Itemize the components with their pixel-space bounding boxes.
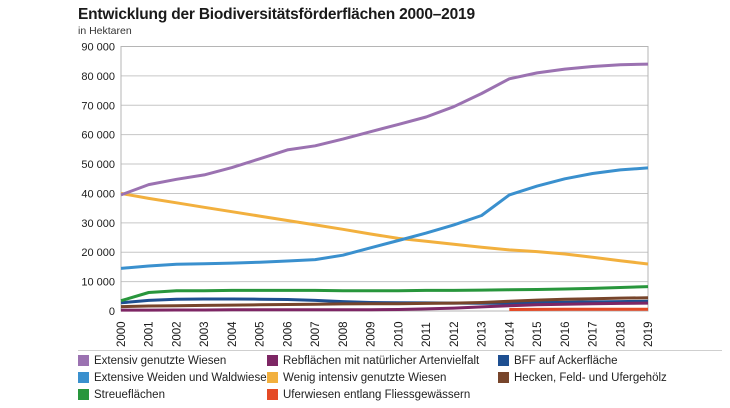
legend-item-ufer: Uferwiesen entlang Fliessgewässern	[267, 386, 479, 403]
chart-title: Entwicklung der Biodiversitätsförderfläc…	[78, 6, 475, 23]
x-tick-label: 2001	[144, 321, 156, 347]
series-line-extensiv	[120, 62, 649, 197]
x-tick-label: 2018	[615, 321, 627, 347]
legend-swatch-icon	[498, 355, 509, 366]
x-tick-label: 2014	[504, 321, 516, 347]
y-tick-label: 10 000	[81, 277, 115, 289]
x-tick-label: 2012	[449, 321, 461, 347]
y-tick-label: 30 000	[81, 218, 115, 230]
y-tick-label: 60 000	[81, 130, 115, 142]
series-line-weiden	[120, 166, 649, 270]
x-tick-label: 2010	[393, 321, 405, 347]
y-tick-label: 70 000	[81, 100, 115, 112]
legend-label: Hecken, Feld- und Ufergehölz	[514, 371, 667, 384]
x-tick-label: 2013	[477, 321, 489, 347]
legend-swatch-icon	[267, 372, 278, 383]
legend-label: Extensive Weiden und Waldwiesen	[94, 371, 273, 384]
x-tick-label: 2000	[116, 321, 128, 347]
x-tick-label: 2016	[560, 321, 572, 347]
x-tick-label: 2008	[338, 321, 350, 347]
x-tick-label: 2006	[282, 321, 294, 347]
chart-legend: Extensiv genutzte Wiesen Extensive Weiden…	[0, 352, 730, 408]
legend-column-3: BFF auf Ackerfläche Hecken, Feld- und Ufe…	[498, 352, 667, 386]
y-tick-label: 20 000	[81, 247, 115, 259]
legend-swatch-icon	[267, 389, 278, 400]
x-tick-label: 2019	[643, 321, 655, 347]
legend-label: BFF auf Ackerfläche	[514, 354, 618, 367]
legend-label: Rebflächen mit natürlicher Artenvielfalt	[283, 354, 480, 367]
y-tick-label: 0	[109, 306, 115, 318]
x-tick-label: 2007	[310, 321, 322, 347]
y-tick-label: 50 000	[81, 159, 115, 171]
legend-swatch-icon	[267, 355, 278, 366]
legend-label: Streueflächen	[94, 388, 165, 401]
y-tick-label: 40 000	[81, 188, 115, 200]
legend-swatch-icon	[498, 372, 509, 383]
legend-swatch-icon	[78, 389, 89, 400]
legend-swatch-icon	[78, 355, 89, 366]
x-tick-label: 2002	[171, 321, 183, 347]
legend-separator	[78, 350, 722, 351]
chart-subtitle: in Hektaren	[78, 25, 132, 37]
legend-item-hecken: Hecken, Feld- und Ufergehölz	[498, 369, 667, 386]
x-tick-label: 2015	[532, 321, 544, 347]
legend-column-1: Extensiv genutzte Wiesen Extensive Weiden…	[78, 352, 273, 403]
legend-item-bff: BFF auf Ackerfläche	[498, 352, 667, 369]
legend-item-extensiv: Extensiv genutzte Wiesen	[78, 352, 273, 369]
x-tick-label: 2009	[366, 321, 378, 347]
x-tick-label: 2005	[255, 321, 267, 347]
chart-canvas: 0 10 000 20 000 30 000 40 000 50 000 60 000 70 …	[81, 42, 655, 348]
legend-label: Wenig intensiv genutzte Wiesen	[283, 371, 447, 384]
x-tick-label: 2011	[421, 322, 433, 347]
x-tick-label: 2017	[588, 321, 600, 347]
y-tick-label: 80 000	[81, 71, 115, 83]
legend-item-reb: Rebflächen mit natürlicher Artenvielfalt	[267, 352, 479, 369]
x-tick-label: 2004	[227, 321, 239, 347]
series-line-streue	[120, 285, 649, 303]
legend-item-wenig: Wenig intensiv genutzte Wiesen	[267, 369, 479, 386]
series-line-wenig	[120, 191, 649, 266]
series-line-hecken	[120, 296, 649, 309]
series-line-reb	[121, 301, 649, 312]
legend-column-2: Rebflächen mit natürlicher Artenvielfalt…	[267, 352, 479, 403]
legend-label: Extensiv genutzte Wiesen	[94, 354, 227, 367]
y-tick-label: 90 000	[81, 42, 115, 54]
legend-label: Uferwiesen entlang Fliessgewässern	[283, 388, 471, 401]
legend-swatch-icon	[78, 372, 89, 383]
legend-item-streue: Streueflächen	[78, 386, 273, 403]
x-tick-label: 2003	[199, 321, 211, 347]
legend-item-weiden: Extensive Weiden und Waldwiesen	[78, 369, 273, 386]
